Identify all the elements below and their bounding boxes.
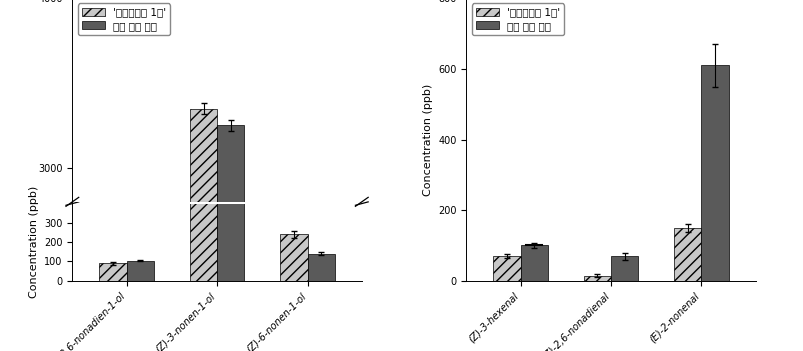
Bar [100, 263, 126, 281]
Bar [307, 254, 334, 281]
Bar [190, 108, 217, 351]
Bar [126, 260, 153, 281]
Bar [520, 245, 547, 281]
Bar [190, 0, 217, 281]
Y-axis label: Concentration (ppb): Concentration (ppb) [29, 186, 39, 298]
Bar [700, 65, 728, 281]
Bar [217, 126, 244, 351]
Bar [583, 276, 610, 281]
Legend: '리코후레써 1호', 충남 공주 수박: '리코후레써 1호', 충남 공주 수박 [77, 4, 170, 35]
Bar [674, 228, 700, 281]
Bar [610, 256, 638, 281]
Bar [493, 256, 520, 281]
Bar [217, 0, 244, 281]
Bar [280, 234, 307, 281]
Legend: '리코후레써 1호', 충남 공주 수박: '리코후레써 1호', 충남 공주 수박 [471, 4, 564, 35]
Y-axis label: Concentration (ppb): Concentration (ppb) [422, 84, 432, 196]
